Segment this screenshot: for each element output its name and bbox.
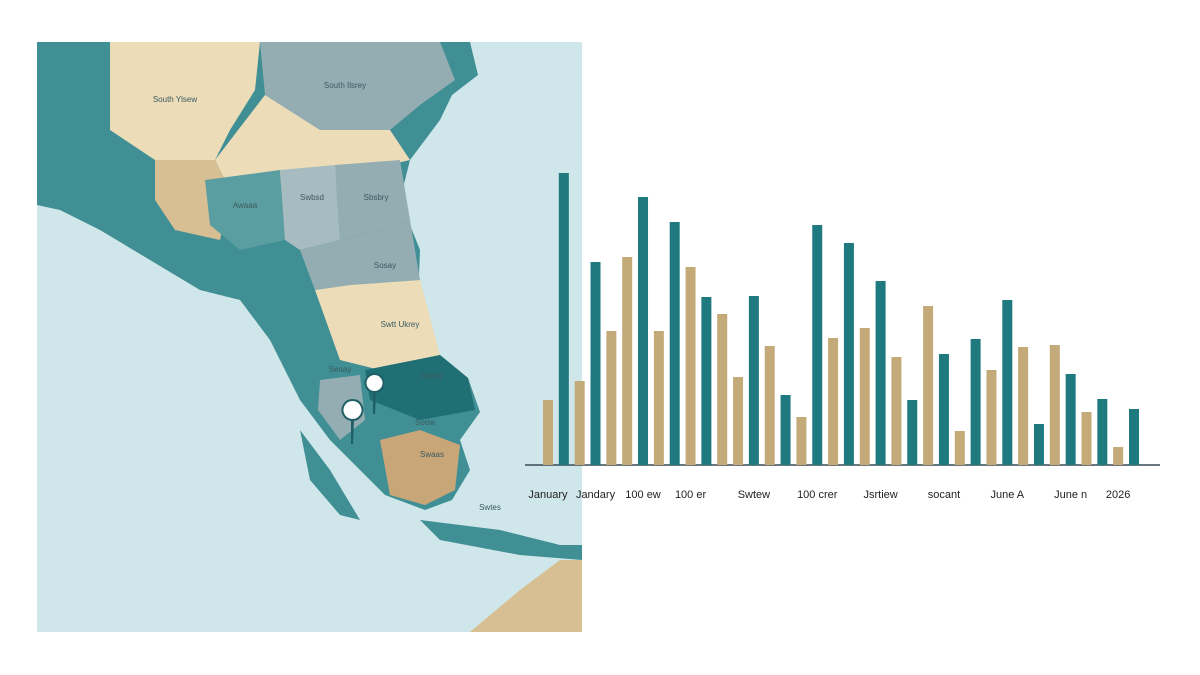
- bar: [875, 281, 886, 465]
- map-label: Sosay: [374, 261, 396, 270]
- map-label: Swbsd: [300, 193, 324, 202]
- land: [470, 560, 582, 632]
- bar: [748, 296, 759, 465]
- bar: [1113, 447, 1124, 465]
- bar: [669, 222, 680, 465]
- bar: [1129, 409, 1139, 465]
- bar: [1033, 424, 1044, 465]
- region: [110, 42, 260, 160]
- map-label: Soow: [415, 418, 435, 427]
- x-tick-label: January: [528, 489, 568, 501]
- bar: [733, 377, 744, 465]
- region: [280, 165, 340, 250]
- pin: [364, 373, 385, 415]
- bar: [1018, 347, 1029, 465]
- map-label: Ssoay: [421, 371, 443, 380]
- map-label: Seoay: [329, 365, 352, 374]
- bar: [622, 257, 633, 465]
- region: [260, 42, 455, 130]
- bar: [543, 400, 553, 465]
- map-label: Swaas: [420, 450, 444, 459]
- bar: [780, 395, 791, 465]
- x-tick-label: 100 ew: [625, 489, 661, 501]
- bar: [938, 354, 949, 465]
- region: [300, 220, 420, 290]
- map-label: Sbsbry: [364, 193, 389, 202]
- bar: [891, 357, 902, 465]
- bar: [923, 306, 934, 465]
- bar: [558, 173, 569, 465]
- bar: [986, 370, 997, 465]
- x-tick-label: June n: [1054, 489, 1087, 501]
- bar: [1097, 399, 1108, 465]
- x-tick-label: socant: [928, 489, 960, 501]
- island: [300, 430, 360, 520]
- map-label: South Ilsrey: [324, 81, 366, 90]
- bar: [796, 417, 807, 465]
- map-label: Swtt Ukrey: [381, 320, 420, 329]
- x-tick-label: 2026: [1106, 489, 1130, 501]
- bar: [907, 400, 918, 465]
- bar: [1049, 345, 1060, 465]
- bar: [1081, 412, 1092, 465]
- bar: [574, 381, 585, 465]
- bar: [701, 297, 712, 465]
- x-tick-label: 100 crer: [797, 489, 838, 501]
- x-tick-label: Swtew: [738, 489, 770, 501]
- pin: [341, 399, 364, 445]
- x-tick-label: Jsrtiew: [863, 489, 897, 501]
- x-tick-label: 100 er: [675, 489, 707, 501]
- map-label: South Ylsew: [153, 95, 198, 104]
- bar: [1002, 300, 1013, 465]
- bar: [859, 328, 870, 465]
- bar: [812, 225, 823, 465]
- bar: [828, 338, 839, 465]
- region: [315, 280, 440, 370]
- region: [380, 430, 460, 505]
- map-label: Swtes: [479, 503, 501, 512]
- region: [365, 355, 475, 420]
- bar: [653, 331, 664, 465]
- bar: [954, 431, 965, 465]
- bar: [843, 243, 854, 465]
- bar: [717, 314, 728, 465]
- x-tick-label: June A: [990, 489, 1024, 501]
- region: [205, 170, 285, 250]
- island: [420, 520, 582, 560]
- bar: [606, 331, 617, 465]
- x-tick-label: Jandary: [576, 489, 616, 501]
- bar: [1065, 374, 1076, 465]
- bar: [764, 346, 775, 465]
- bar: [685, 267, 696, 465]
- bar: [638, 197, 649, 465]
- map-label: Awaaa: [233, 201, 258, 210]
- bar: [970, 339, 981, 465]
- region: [335, 160, 410, 240]
- map: South Ylsew South Ilsrey Awaaa Swbsd Sbs…: [37, 42, 582, 632]
- bar: [590, 262, 601, 465]
